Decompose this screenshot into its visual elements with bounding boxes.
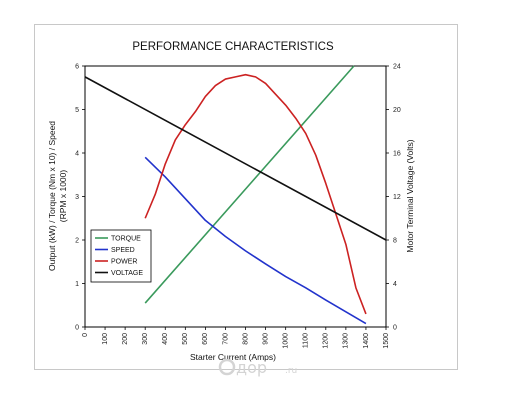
y2-tick-label: 24 [393, 64, 401, 71]
x-axis-label: Starter Current (Amps) [190, 352, 276, 362]
series-speed-line [144, 156, 367, 325]
y2-tick-label: 12 [393, 194, 401, 201]
legend-label: VOLTAGE [111, 270, 143, 277]
x-tick-label: 1300 [343, 333, 350, 349]
x-tick-label: 1500 [383, 333, 390, 349]
legend: TORQUE SPEED POWER VOLTAGE [90, 229, 152, 283]
y2-tick-label: 4 [393, 281, 397, 288]
watermark-logo-icon [218, 358, 236, 376]
x-tick-label: 300 [142, 333, 149, 345]
x-tick-label: 1100 [303, 333, 310, 348]
y-tick-label: 4 [75, 151, 79, 158]
legend-label: SPEED [111, 247, 135, 254]
legend-label: TORQUE [111, 236, 141, 243]
x-tick-label: 500 [182, 333, 189, 345]
series-layer [84, 65, 387, 325]
x-tick-label: 800 [242, 333, 249, 345]
y-tick-label: 3 [75, 194, 79, 201]
y-axis-right-label: Motor Terminal Voltage (Volts) [405, 139, 415, 252]
y2-tick-label: 0 [393, 325, 397, 332]
y-axis-right: 0 4 8 12 16 20 24 [386, 64, 401, 332]
y-axis-left-label-line2: (RPM x 1000) [58, 170, 68, 223]
x-axis: 0 100 200 300 400 500 600 700 800 900 1000 1100 1200… [82, 327, 390, 349]
x-tick-label: 100 [102, 333, 109, 345]
y-tick-label: 6 [75, 64, 79, 71]
x-tick-label: 400 [162, 333, 169, 345]
x-tick-label: 700 [222, 333, 229, 345]
x-tick-label: 1000 [283, 333, 290, 349]
series-voltage-line [84, 76, 387, 241]
x-tick-label: 200 [122, 333, 129, 345]
y-tick-label: 2 [75, 238, 79, 245]
y-tick-label: 0 [75, 325, 79, 332]
x-tick-label: 1400 [363, 333, 370, 349]
plot-area [84, 65, 387, 328]
y2-tick-label: 16 [393, 151, 401, 158]
x-tick-label: 600 [202, 333, 209, 345]
x-tick-label: 0 [82, 333, 89, 337]
y-tick-label: 1 [75, 281, 79, 288]
y-tick-label: 5 [75, 107, 79, 114]
watermark: дор .ru [218, 358, 297, 377]
y2-tick-label: 20 [393, 107, 401, 114]
legend-label: POWER [111, 259, 137, 266]
y-axis-left: 0 1 2 3 4 5 6 [75, 64, 85, 332]
x-tick-label: 1200 [323, 333, 330, 349]
watermark-suffix: .ru [285, 366, 297, 376]
x-tick-label: 900 [262, 333, 269, 345]
y2-tick-label: 8 [393, 238, 397, 245]
watermark-text: дор [236, 358, 267, 377]
chart-title: PERFORMANCE CHARACTERISTICS [132, 41, 334, 53]
series-torque-line [144, 65, 355, 304]
y-axis-left-label: Output (kW) / Torque (Nm x 10) / Speed [47, 121, 57, 271]
